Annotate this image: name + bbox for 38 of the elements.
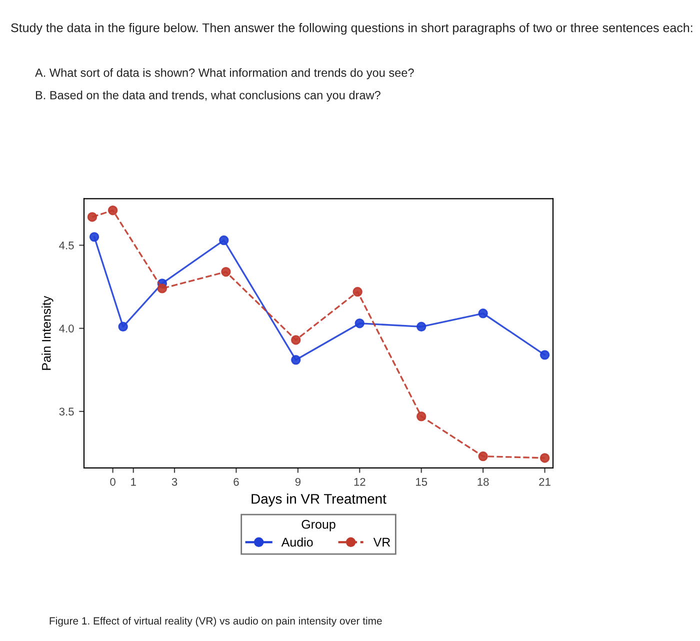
text: B. Based on the data and trends, what conclusions can you draw? [36,90,380,102]
caption: Figure 1. Effect of virtual reality (VR) vs audio on pain intensity over time [50,616,382,627]
point [108,205,118,216]
legend-title: Group [302,520,336,532]
y-axis-title: Pain Intensity [42,296,54,370]
point [118,322,128,332]
x-tick-label: 15 [416,478,428,486]
point [478,451,488,462]
text: A. What sort of data is shown? What information and trends do you see? [35,68,414,80]
x-axis-title: Days in VR Treatment [252,494,386,507]
y-tick-label: 4.5 [59,242,74,250]
legend-label: VR [373,538,390,547]
point [352,286,362,297]
x-tick-label: 21 [539,478,550,486]
point [416,322,426,332]
x-tick-label: 9 [295,478,300,486]
x-tick-label: 6 [234,478,239,486]
x-tick-label: 18 [478,478,489,486]
point [89,232,100,242]
point [478,308,488,318]
point [87,212,98,222]
x-tick-label: 0 [110,478,116,486]
x-tick-label: 1 [131,478,136,486]
point [291,335,301,345]
point [540,453,550,463]
point [157,284,168,294]
point [540,350,550,360]
point [291,355,301,365]
legend-label: Audio [281,537,313,547]
y-tick-label: 3.5 [59,408,74,416]
point [221,266,231,277]
text: Study the data in the figure below. Then answer the following questions in short paragraphs of two or three sentences each: [11,23,692,35]
x-tick-label: 12 [354,478,366,486]
point [354,318,364,328]
y-tick-label: 4.0 [59,324,74,332]
x-tick-label: 3 [172,478,178,486]
point [416,412,426,422]
point [219,235,229,246]
